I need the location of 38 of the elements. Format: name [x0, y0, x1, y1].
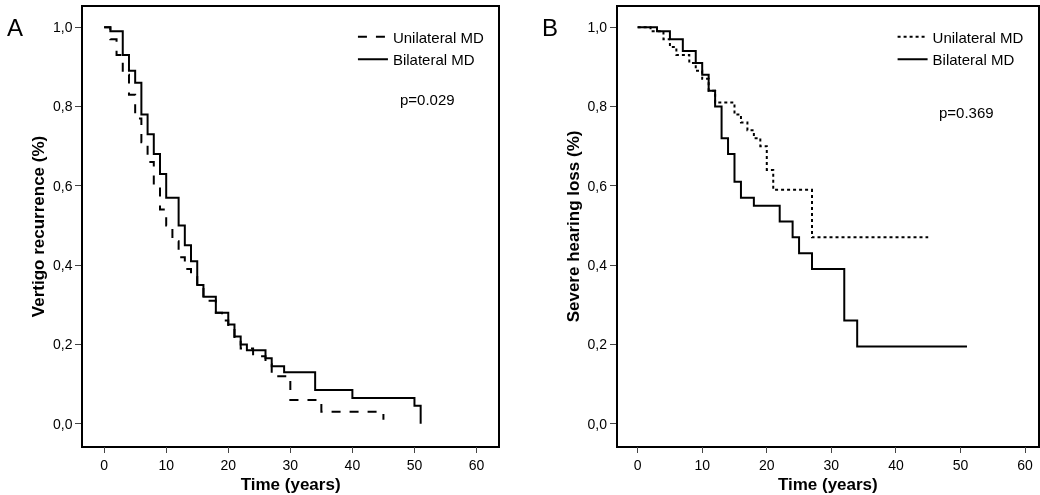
- y-tick-label: 0,8: [587, 98, 608, 115]
- y-tick-label: 0,0: [53, 415, 73, 432]
- x-tick-label: 0: [633, 457, 642, 474]
- y-tick-label: 0,2: [587, 336, 608, 353]
- x-tick-label: 20: [758, 457, 775, 474]
- y-axis-title: Vertigo recurrence (%): [29, 135, 49, 318]
- legend-label: Unilateral MD: [932, 28, 1024, 46]
- x-tick-label: 10: [694, 457, 711, 474]
- y-tick-label: 1,0: [587, 19, 608, 36]
- y-tick-label: 0,2: [53, 336, 73, 353]
- x-tick-label: 50: [952, 457, 969, 474]
- x-tick-label: 40: [344, 457, 361, 474]
- x-tick-label: 10: [158, 457, 175, 474]
- y-tick-label: 1,0: [53, 19, 73, 36]
- x-tick-label: 60: [1017, 457, 1034, 474]
- y-axis-title: Severe hearing loss (%): [563, 130, 583, 323]
- annotation: p=0.369: [939, 104, 994, 121]
- y-tick-label: 0,0: [587, 415, 608, 432]
- legend-label: Unilateral MD: [392, 28, 484, 46]
- x-axis-title: Time (years): [240, 474, 341, 494]
- x-tick-label: 50: [406, 457, 423, 474]
- x-axis-title: Time (years): [777, 474, 878, 494]
- x-tick-label: 40: [888, 457, 904, 474]
- x-tick-label: 30: [282, 457, 299, 474]
- y-tick-label: 0,4: [587, 257, 608, 274]
- chart-title: A: [7, 14, 24, 41]
- x-tick-label: 60: [468, 457, 485, 474]
- x-tick-label: 0: [100, 457, 109, 474]
- y-tick-label: 0,4: [53, 257, 73, 274]
- legend-label: Bilateral MD: [932, 51, 1015, 69]
- y-tick-label: 0,8: [53, 98, 73, 115]
- y-tick-label: 0,6: [587, 177, 608, 194]
- x-tick-label: 20: [220, 457, 237, 474]
- chart-title: B: [542, 14, 559, 41]
- annotation: p=0.029: [400, 91, 455, 108]
- x-tick-label: 30: [823, 457, 840, 474]
- y-tick-label: 0,6: [53, 177, 73, 194]
- legend-label: Bilateral MD: [392, 51, 475, 69]
